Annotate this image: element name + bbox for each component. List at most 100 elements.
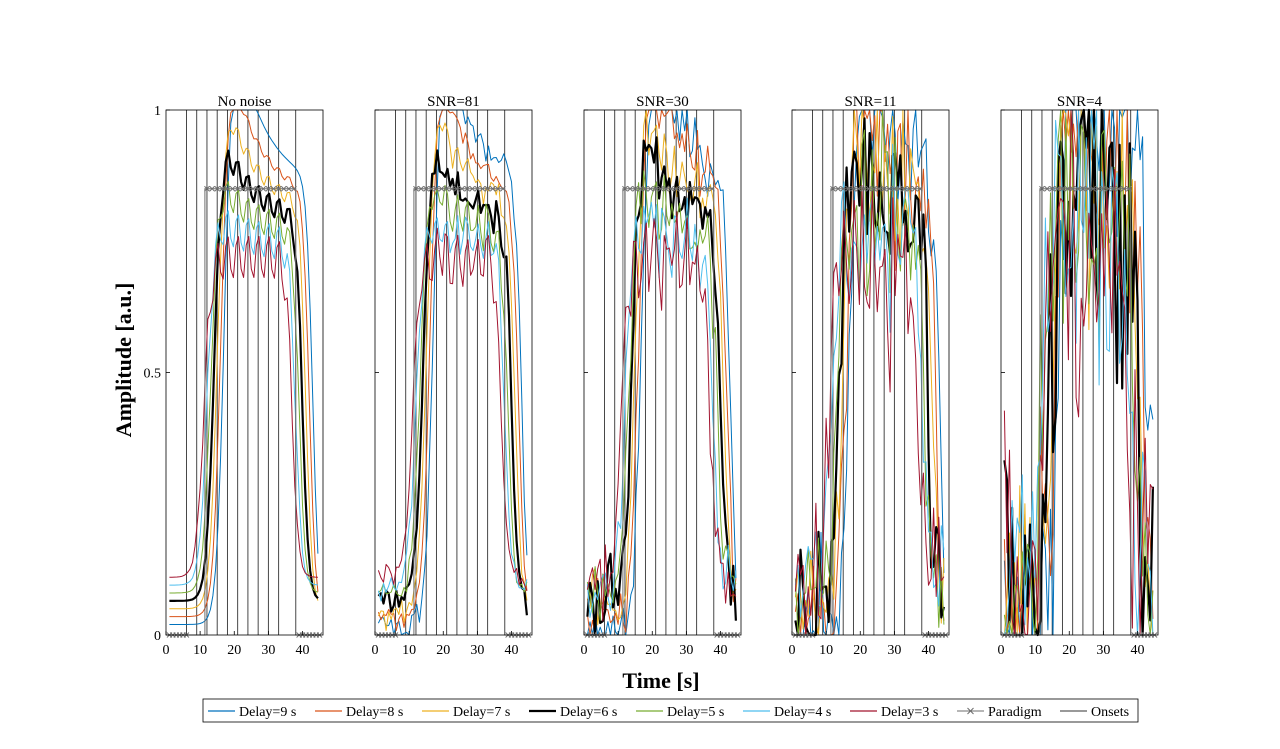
- y-axis-label: Amplitude [a.u.]: [111, 283, 136, 438]
- paradigm-marker: [865, 185, 872, 192]
- paradigm-marker: [891, 185, 898, 192]
- paradigm-marker: [668, 185, 674, 192]
- paradigm-marker: [489, 185, 496, 192]
- paradigm-marker: [286, 185, 292, 192]
- paradigm-marker: [1095, 185, 1102, 192]
- paradigm-marker: [234, 185, 241, 192]
- paradigm-marker: [627, 185, 633, 192]
- paradigm-marker: [1054, 185, 1061, 192]
- paradigm-marker: [678, 185, 685, 192]
- paradigm-marker: [896, 185, 903, 192]
- paradigm-marker: [622, 185, 628, 192]
- x-tick-label: 20: [436, 643, 450, 658]
- panel-4: 0 10 20 30 40 SNR=11: [789, 94, 950, 658]
- paradigm-marker: [673, 185, 679, 192]
- x-tick-label: 0: [163, 643, 170, 658]
- x-tick-label: 0: [998, 643, 1005, 658]
- paradigm-marker: [709, 185, 715, 192]
- paradigm-marker: [1039, 185, 1045, 192]
- x-tick-label: 0: [372, 643, 379, 658]
- x-tick-label: 20: [853, 643, 867, 658]
- paradigm-marker: [1110, 185, 1117, 192]
- paradigm-marker: [912, 185, 918, 192]
- panel-title: SNR=4: [1057, 94, 1103, 110]
- paradigm-marker: [1090, 185, 1096, 192]
- paradigm-marker: [1080, 185, 1086, 192]
- paradigm-marker: [209, 185, 215, 192]
- paradigm-marker: [270, 185, 277, 192]
- x-tick-label: 30: [887, 643, 901, 658]
- paradigm-marker: [454, 185, 460, 192]
- x-tick-label: 30: [470, 643, 484, 658]
- paradigm-marker: [291, 185, 297, 192]
- paradigm-marker: [1049, 185, 1056, 192]
- series-line-delay-3: [169, 236, 318, 578]
- series-line-delay-3: [1003, 109, 1154, 636]
- paradigm-marker: [871, 185, 877, 192]
- x-tick-label: 20: [227, 643, 241, 658]
- paradigm-marker: [229, 185, 236, 192]
- x-tick-label: 10: [819, 643, 833, 658]
- y-tick-label: 1: [154, 104, 161, 119]
- x-tick-label: 10: [402, 643, 416, 658]
- paradigm-marker: [642, 185, 649, 192]
- paradigm-marker: [835, 185, 841, 192]
- paradigm-marker: [423, 185, 430, 192]
- y-tick-label: 0.5: [144, 367, 162, 382]
- paradigm-marker: [1044, 185, 1050, 192]
- series-line-delay-4: [586, 197, 737, 618]
- x-tick-label: 10: [193, 643, 207, 658]
- series-line-delay-5: [1003, 109, 1154, 636]
- legend-label: Delay=3 s: [881, 705, 938, 720]
- paradigm-marker: [1126, 185, 1132, 192]
- paradigm-marker: [280, 185, 287, 192]
- paradigm-marker: [1074, 185, 1081, 192]
- series-line-delay-3: [377, 227, 528, 592]
- paradigm-marker: [1059, 185, 1066, 192]
- series-line-delay-4: [169, 210, 318, 586]
- paradigm-marker: [1105, 185, 1112, 192]
- x-tick-label: 40: [714, 643, 728, 658]
- x-tick-label: 10: [611, 643, 625, 658]
- paradigm-marker: [1085, 185, 1091, 192]
- paradigm-marker: [830, 185, 836, 192]
- paradigm-marker: [265, 185, 272, 192]
- paradigm-marker: [433, 185, 440, 192]
- series-line-delay-6: [377, 149, 528, 616]
- paradigm-marker: [239, 185, 246, 192]
- series-line-delay-5: [378, 184, 528, 597]
- series-line-delay-8: [169, 109, 319, 618]
- paradigm-marker: [886, 185, 893, 192]
- paradigm-marker: [632, 185, 639, 192]
- series-line-delay-3: [794, 185, 945, 636]
- legend-label: Delay=7 s: [453, 705, 510, 720]
- x-tick-label: 30: [261, 643, 275, 658]
- panel-title: SNR=81: [427, 94, 480, 110]
- series-line-delay-7: [377, 122, 528, 631]
- x-tick-label: 0: [789, 643, 796, 658]
- paradigm-marker: [214, 185, 221, 192]
- series-line-delay-4: [377, 215, 528, 602]
- paradigm-marker: [845, 185, 852, 192]
- paradigm-marker: [443, 185, 450, 192]
- panel-title: SNR=11: [844, 94, 896, 110]
- paradigm-marker: [459, 185, 465, 192]
- paradigm-marker: [448, 185, 455, 192]
- series-line-delay-6: [586, 136, 737, 637]
- paradigm-marker: [479, 185, 486, 192]
- legend-label: Delay=5 s: [667, 705, 724, 720]
- x-tick-label: 20: [1062, 643, 1076, 658]
- paradigm-marker: [255, 185, 261, 192]
- paradigm-marker: [683, 185, 690, 192]
- paradigm-marker: [855, 185, 862, 192]
- paradigm-line: [169, 188, 320, 636]
- panel-3: 0 10 20 30 40 SNR=30: [581, 94, 742, 658]
- x-tick-label: 10: [1028, 643, 1042, 658]
- paradigm-marker: [663, 185, 669, 192]
- paradigm-marker: [1115, 185, 1122, 192]
- paradigm-marker: [275, 185, 282, 192]
- paradigm-marker: [224, 185, 231, 192]
- paradigm-marker: [698, 185, 705, 192]
- paradigm-marker: [469, 185, 476, 192]
